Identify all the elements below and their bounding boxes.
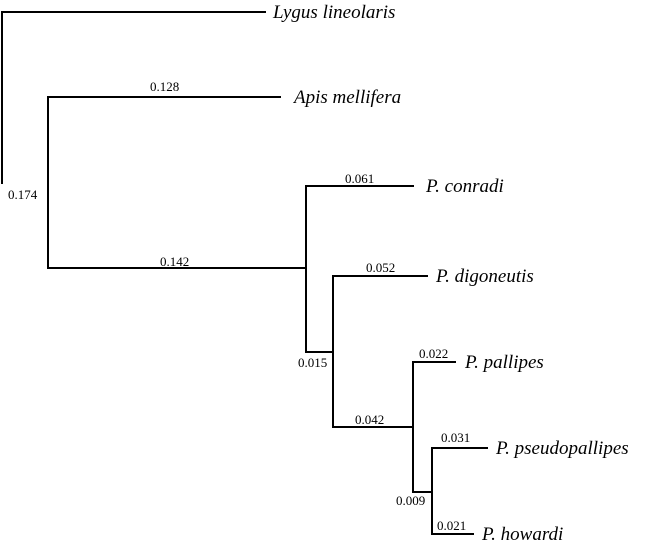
branch-root bbox=[1, 11, 266, 184]
taxon-p-howardi: P. howardi bbox=[481, 524, 563, 543]
branch-length-pseudo-howardi: 0.009 bbox=[396, 493, 425, 508]
taxon-p-pseudopallipes: P. pseudopallipes bbox=[495, 438, 629, 459]
branch-length-howardi: 0.021 bbox=[437, 518, 466, 533]
taxon-p-digoneutis: P. digoneutis bbox=[435, 266, 534, 287]
taxon-p-pallipes: P. pallipes bbox=[464, 352, 544, 373]
taxon-labels: Lygus lineolaris Apis mellifera P. conra… bbox=[272, 2, 629, 543]
branch-pseudo-split bbox=[431, 447, 488, 535]
taxon-p-conradi: P. conradi bbox=[425, 176, 504, 197]
branch-length-apis: 0.128 bbox=[150, 79, 179, 94]
branch-length-digoneutis: 0.052 bbox=[366, 260, 395, 275]
branch-length-labels: 0.174 0.128 0.142 0.061 0.015 0.052 0.04… bbox=[8, 79, 470, 533]
branch-length-conradi: 0.061 bbox=[345, 171, 374, 186]
branch-length-pseudopallipes: 0.031 bbox=[441, 430, 470, 445]
branch-length-peristenus-clade: 0.142 bbox=[160, 254, 189, 269]
branch-apis-clade bbox=[47, 96, 281, 269]
branch-length-pallipes: 0.022 bbox=[419, 346, 448, 361]
branch-length-inner-clade: 0.015 bbox=[298, 355, 327, 370]
taxon-apis-mellifera: Apis mellifera bbox=[292, 87, 401, 108]
tree-branches bbox=[1, 11, 488, 535]
taxon-lygus-lineolaris: Lygus lineolaris bbox=[272, 2, 395, 23]
branch-length-root: 0.174 bbox=[8, 187, 38, 202]
branch-conradi-split bbox=[305, 185, 414, 353]
branch-length-pallipes-group: 0.042 bbox=[355, 412, 384, 427]
branch-digoneutis-split bbox=[332, 275, 428, 428]
branch-pallipes-split bbox=[412, 361, 456, 493]
